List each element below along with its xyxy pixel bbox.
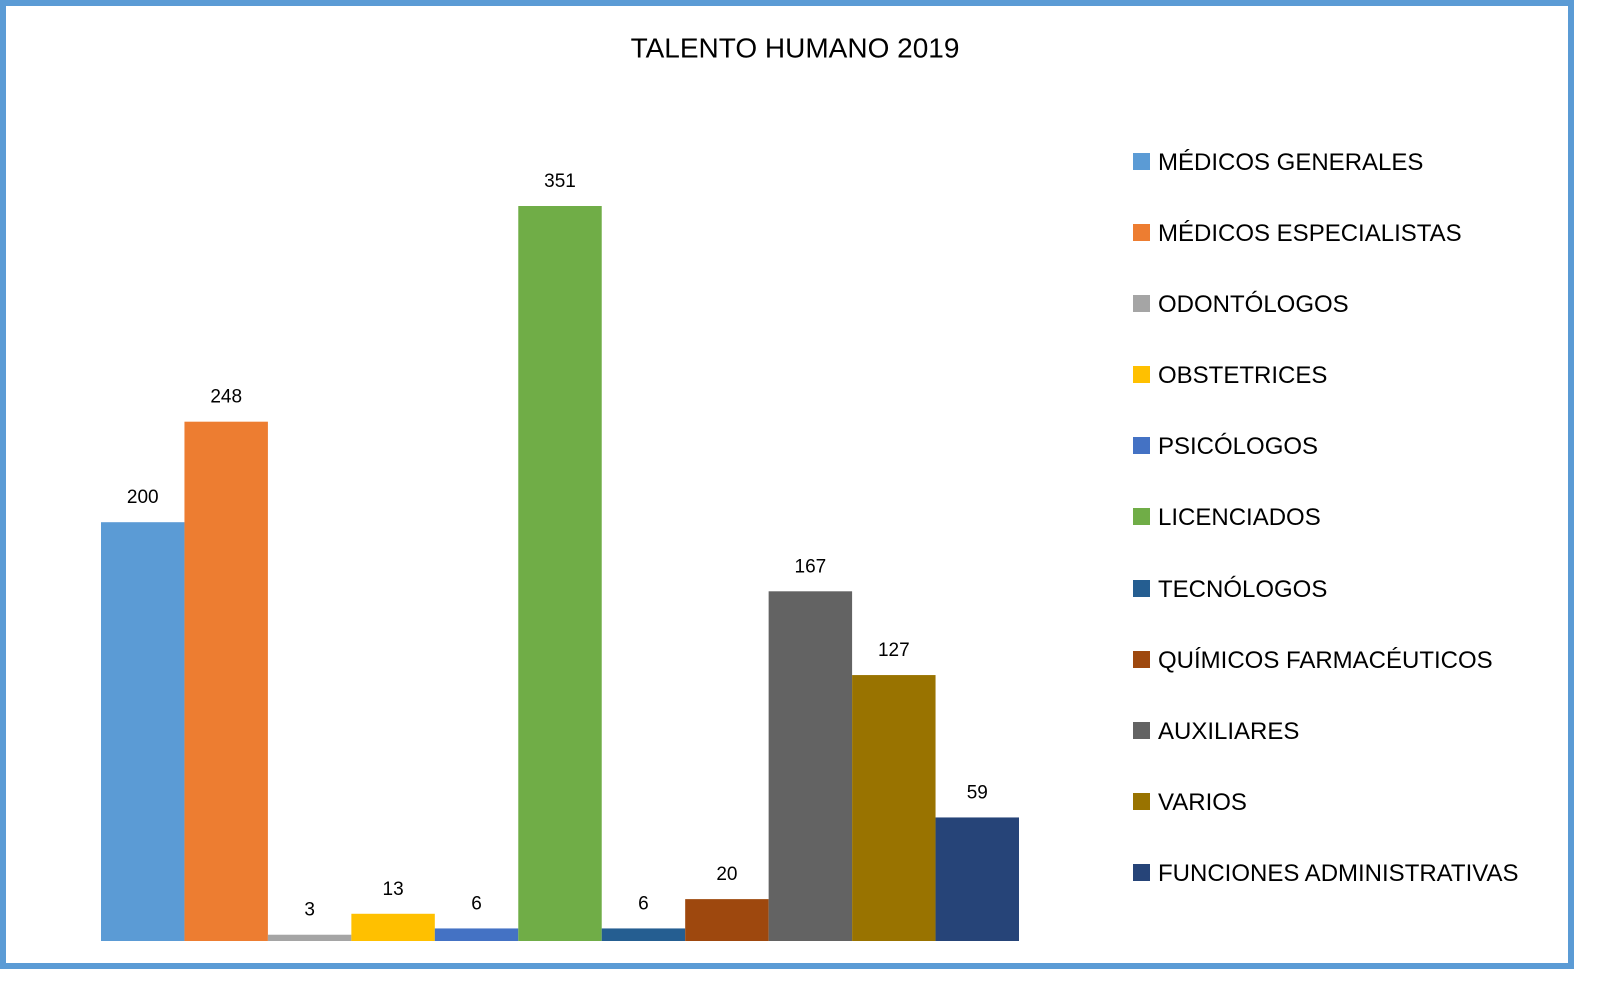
data-label: 13 [383, 879, 404, 900]
bar [518, 206, 602, 942]
data-label: 6 [471, 893, 482, 914]
legend-swatch [1133, 224, 1150, 242]
legend-label: PSICÓLOGOS [1158, 433, 1319, 461]
legend-label: TECNÓLOGOS [1158, 575, 1328, 603]
data-label: 351 [544, 171, 576, 192]
data-label: 20 [716, 864, 737, 885]
bar [601, 928, 686, 941]
bar [685, 899, 769, 941]
legend-item: MÉDICOS ESPECIALISTAS [1133, 216, 1533, 287]
legend-label: LICENCIADOS [1158, 504, 1321, 532]
bar [267, 934, 352, 941]
legend-item: OBSTETRICES [1133, 358, 1533, 429]
legend-swatch [1133, 437, 1150, 455]
legend-label: MÉDICOS GENERALES [1158, 149, 1424, 176]
legend-swatch [1133, 366, 1150, 384]
chart-title: TALENTO HUMANO 2019 [631, 32, 960, 63]
legend-item: VARIOS [1133, 785, 1533, 856]
bar [184, 421, 268, 941]
legend-swatch [1133, 863, 1150, 881]
legend-item: TECNÓLOGOS [1133, 572, 1533, 643]
legend-label: FUNCIONES ADMINISTRATIVAS [1158, 859, 1519, 887]
data-label: 3 [304, 900, 315, 921]
legend-label: VARIOS [1158, 788, 1247, 816]
legend-item: ODONTÓLOGOS [1133, 287, 1533, 358]
data-label: 6 [638, 893, 649, 914]
legend-label: QUÍMICOS FARMACÉUTICOS [1158, 646, 1493, 674]
bar [101, 522, 185, 941]
legend-item: MÉDICOS GENERALES [1133, 145, 1533, 216]
data-label: 167 [795, 556, 827, 577]
legend-item: AUXILIARES [1133, 714, 1533, 785]
legend-swatch [1133, 650, 1150, 668]
legend-item: FUNCIONES ADMINISTRATIVAS [1133, 856, 1533, 927]
legend-label: ODONTÓLOGOS [1158, 291, 1349, 319]
bar [935, 817, 1019, 941]
bar [768, 591, 853, 941]
data-label: 248 [210, 387, 242, 408]
data-label: 59 [967, 782, 988, 803]
bar [852, 675, 936, 941]
legend-swatch [1133, 295, 1150, 313]
legend-item: LICENCIADOS [1133, 500, 1533, 571]
legend: MÉDICOS GENERALES MÉDICOS ESPECIALISTAS OD… [1133, 145, 1533, 927]
legend-swatch [1133, 508, 1150, 526]
bar [351, 913, 435, 941]
legend-label: MÉDICOS ESPECIALISTAS [1158, 220, 1462, 248]
data-label: 127 [878, 640, 910, 661]
legend-label: OBSTETRICES [1158, 362, 1328, 390]
legend-label: AUXILIARES [1158, 717, 1300, 745]
data-label: 200 [127, 487, 159, 508]
legend-swatch [1133, 153, 1150, 170]
legend-item: QUÍMICOS FARMACÉUTICOS [1133, 643, 1533, 714]
legend-swatch [1133, 579, 1150, 597]
legend-item: PSICÓLOGOS [1133, 429, 1533, 500]
legend-swatch [1133, 721, 1150, 739]
legend-swatch [1133, 792, 1150, 810]
bar [434, 928, 519, 941]
chart-border [0, 0, 1574, 969]
